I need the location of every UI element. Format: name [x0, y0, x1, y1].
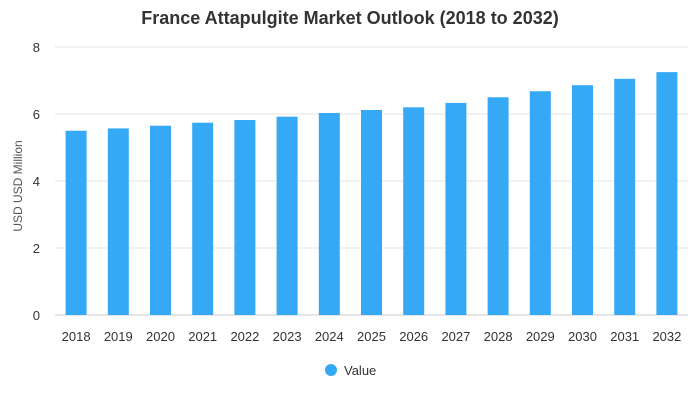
- x-tick-label: 2028: [484, 329, 513, 344]
- bar-2018[interactable]: [65, 130, 87, 315]
- bar-2021[interactable]: [192, 122, 214, 316]
- y-tick-label: 8: [33, 40, 40, 55]
- chart-title: France Attapulgite Market Outlook (2018 …: [141, 8, 559, 28]
- x-tick-label: 2018: [62, 329, 91, 344]
- x-tick-label: 2032: [652, 329, 681, 344]
- y-tick-label: 4: [33, 174, 40, 189]
- x-tick-labels: 2018 2019 2020 2021 2022 2023 2024 2025 2026 2027…: [62, 329, 682, 344]
- y-tick-label: 2: [33, 241, 40, 256]
- x-tick-label: 2031: [610, 329, 639, 344]
- bar-2019[interactable]: [107, 128, 129, 315]
- x-tick-label: 2027: [441, 329, 470, 344]
- bar-2026[interactable]: [403, 107, 425, 315]
- y-tick-label: 0: [33, 308, 40, 323]
- y-tick-label: 6: [33, 107, 40, 122]
- x-tick-label: 2026: [399, 329, 428, 344]
- x-tick-label: 2019: [104, 329, 133, 344]
- bars: [65, 72, 678, 316]
- x-tick-label: 2021: [188, 329, 217, 344]
- bar-2032[interactable]: [656, 72, 678, 315]
- x-tick-label: 2029: [526, 329, 555, 344]
- legend-marker: [325, 364, 337, 376]
- y-axis-title: USD USD Million: [11, 140, 25, 231]
- x-tick-label: 2024: [315, 329, 344, 344]
- bar-2029[interactable]: [529, 91, 551, 315]
- legend[interactable]: Value: [325, 363, 376, 378]
- legend-label: Value: [344, 363, 376, 378]
- x-tick-label: 2030: [568, 329, 597, 344]
- bar-2023[interactable]: [276, 116, 298, 316]
- bar-2030[interactable]: [572, 85, 593, 315]
- bar-2025[interactable]: [361, 109, 382, 315]
- x-tick-label: 2025: [357, 329, 386, 344]
- bar-2024[interactable]: [318, 112, 340, 316]
- x-tick-label: 2023: [273, 329, 302, 344]
- x-tick-label: 2020: [146, 329, 175, 344]
- bar-2031[interactable]: [614, 78, 636, 315]
- bar-2022[interactable]: [234, 120, 256, 315]
- bar-2028[interactable]: [487, 97, 509, 315]
- y-tick-labels: 0 2 4 6 8: [33, 40, 40, 323]
- bar-2020[interactable]: [150, 125, 171, 315]
- bar-2027[interactable]: [445, 102, 467, 315]
- x-tick-label: 2022: [230, 329, 259, 344]
